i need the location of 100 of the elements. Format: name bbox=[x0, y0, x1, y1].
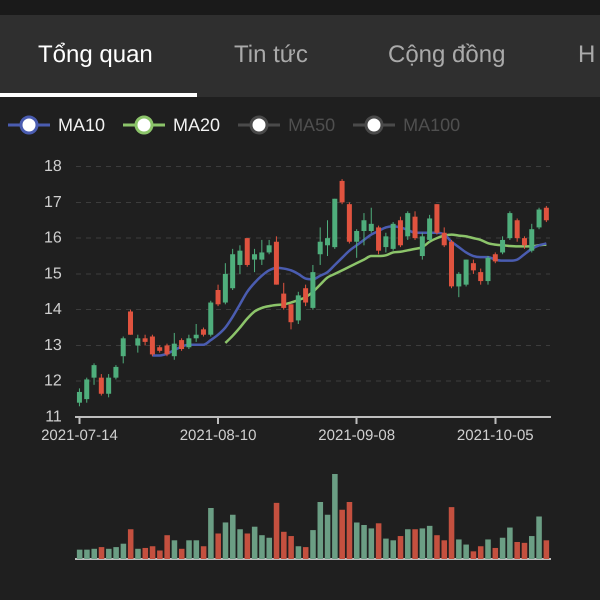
bar bbox=[135, 548, 141, 559]
bar bbox=[448, 507, 454, 559]
candlestick bbox=[135, 334, 140, 354]
candlestick bbox=[544, 205, 549, 223]
candlestick bbox=[354, 228, 360, 258]
bar bbox=[434, 535, 440, 559]
bar bbox=[529, 536, 535, 559]
y-tick-label: 13 bbox=[44, 336, 62, 354]
candlestick bbox=[412, 210, 418, 240]
bar bbox=[288, 536, 294, 559]
candlestick bbox=[237, 244, 242, 274]
text: H bbox=[578, 41, 596, 69]
bar bbox=[164, 535, 170, 559]
x-tick-label: 2021-09-08 bbox=[318, 427, 396, 444]
bar bbox=[302, 547, 308, 559]
candlestick bbox=[150, 334, 155, 357]
bar bbox=[390, 540, 396, 559]
bar bbox=[128, 529, 134, 559]
candlestick bbox=[259, 239, 264, 266]
bar bbox=[296, 546, 302, 559]
candlestick bbox=[383, 232, 388, 253]
x-tick-label: 2021-08-10 bbox=[180, 427, 256, 444]
bar bbox=[178, 548, 185, 559]
y-tick-label: 16 bbox=[44, 230, 62, 247]
text: Tin tức bbox=[234, 41, 308, 69]
bar bbox=[354, 522, 360, 559]
candlestick bbox=[76, 388, 82, 407]
bar bbox=[376, 523, 382, 559]
y-tick-label: 17 bbox=[44, 194, 62, 211]
bar bbox=[98, 547, 104, 559]
candlestick bbox=[340, 178, 345, 205]
bar bbox=[405, 529, 411, 559]
bar bbox=[412, 529, 418, 559]
bar bbox=[266, 538, 272, 559]
bar bbox=[208, 508, 214, 559]
candlestick bbox=[179, 338, 184, 352]
candlestick bbox=[324, 220, 330, 257]
legend-label: MA20 bbox=[173, 114, 220, 136]
bar bbox=[536, 516, 542, 559]
bar bbox=[463, 544, 469, 559]
candlestick bbox=[470, 259, 476, 274]
candlestick bbox=[113, 364, 118, 380]
candlestick bbox=[142, 334, 148, 346]
candlestick bbox=[529, 223, 534, 253]
candlestick bbox=[92, 362, 97, 386]
bar bbox=[106, 548, 112, 559]
bar bbox=[485, 539, 491, 559]
candlestick bbox=[128, 309, 134, 336]
candlestick bbox=[427, 214, 432, 242]
candlestick bbox=[120, 336, 126, 364]
y-tick-label: 14 bbox=[44, 301, 62, 318]
bar bbox=[215, 534, 221, 559]
candlestick bbox=[186, 334, 192, 350]
bar bbox=[200, 546, 206, 559]
bar bbox=[456, 539, 462, 559]
candlestick bbox=[106, 374, 112, 398]
bar bbox=[478, 546, 484, 559]
candlestick bbox=[485, 256, 490, 286]
y-tick-label: 12 bbox=[44, 372, 62, 390]
legend-label: MA10 bbox=[58, 114, 106, 136]
y-tick-label: 11 bbox=[45, 408, 62, 426]
candlestick bbox=[420, 232, 425, 260]
bar bbox=[426, 526, 432, 559]
y-tick-label: 15 bbox=[44, 265, 62, 282]
bar bbox=[398, 536, 404, 559]
candlestick bbox=[303, 284, 308, 307]
candlestick bbox=[172, 332, 177, 360]
bar bbox=[492, 548, 498, 559]
y-tick-label: 18 bbox=[44, 158, 62, 176]
bar bbox=[237, 529, 243, 559]
bar bbox=[383, 538, 389, 559]
candlestick bbox=[164, 343, 170, 357]
candlestick bbox=[442, 226, 447, 248]
candlestick bbox=[266, 239, 272, 255]
candlestick bbox=[456, 272, 462, 298]
candlestick bbox=[492, 252, 498, 264]
candlestick bbox=[500, 236, 506, 255]
candlestick bbox=[405, 210, 410, 240]
candlestick bbox=[478, 268, 484, 286]
candlestick bbox=[376, 225, 382, 255]
candlestick bbox=[514, 218, 520, 242]
text: Tổng quan bbox=[38, 41, 153, 69]
candlestick bbox=[84, 377, 90, 404]
candlestick bbox=[281, 282, 286, 310]
bar bbox=[244, 534, 250, 559]
candlestick bbox=[194, 323, 199, 342]
candlestick bbox=[318, 226, 323, 266]
bar bbox=[172, 540, 178, 559]
bar bbox=[91, 548, 97, 559]
candlestick bbox=[98, 374, 104, 396]
x-tick-label: 2021-07-14 bbox=[41, 427, 118, 444]
bar bbox=[142, 548, 148, 559]
candlestick bbox=[252, 248, 258, 273]
bar bbox=[470, 551, 476, 559]
candlestick bbox=[536, 207, 542, 230]
candlestick bbox=[522, 236, 527, 250]
bar bbox=[441, 540, 448, 559]
x-tick-label: 2021-10-05 bbox=[456, 427, 534, 444]
candlestick bbox=[288, 304, 294, 330]
candlestick bbox=[361, 212, 366, 246]
